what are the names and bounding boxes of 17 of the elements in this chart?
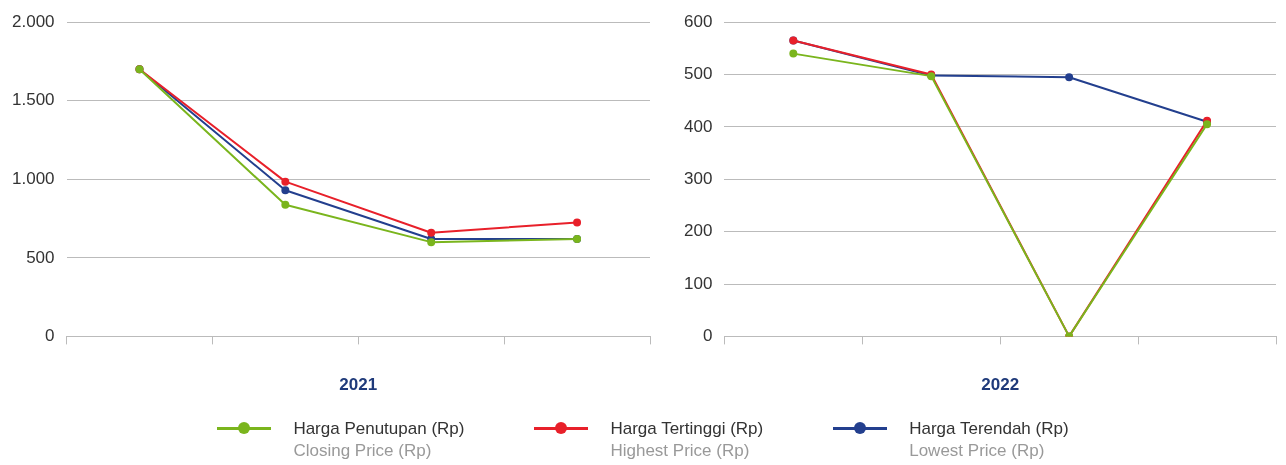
y-tick-label: 2.000 (11, 11, 55, 31)
y-tick-label: 100 (683, 273, 713, 293)
y-tick-label: 1.500 (11, 90, 55, 110)
y-tick-label: 200 (683, 221, 713, 241)
legend-label: Harga Penutupan (Rp) Closing Price (Rp) (293, 418, 465, 462)
y-tick-label: 300 (683, 168, 713, 188)
legend-label: Harga Tertinggi (Rp) Highest Price (Rp) (610, 418, 764, 462)
y-tick-label: 0 (702, 326, 713, 346)
y-tick-label: 600 (683, 11, 713, 31)
legend-label: Harga Terendah (Rp) Lowest Price (Rp) (909, 418, 1069, 462)
y-tick-label: 400 (683, 116, 713, 136)
y-tick-label: 500 (683, 64, 713, 84)
y-tick-label: 500 (26, 247, 55, 267)
y-tick-label: 0 (45, 326, 55, 346)
x-axis-title: 2022 (981, 375, 1020, 395)
y-tick-label: 1.000 (11, 168, 55, 188)
x-axis-title: 2021 (339, 375, 378, 395)
